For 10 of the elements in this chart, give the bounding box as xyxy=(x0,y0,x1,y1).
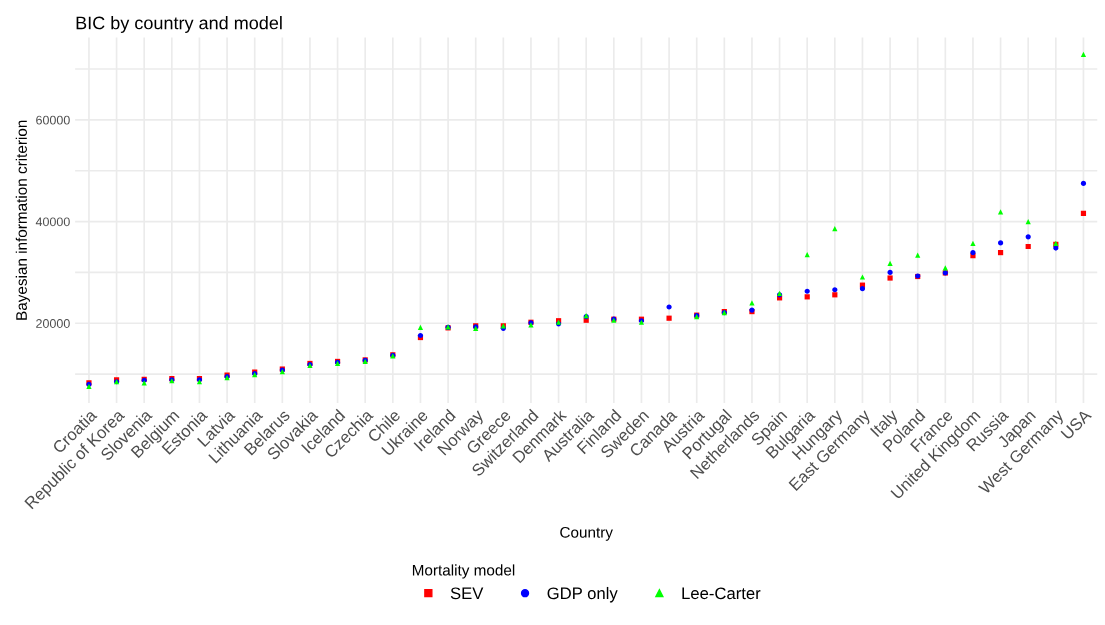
x-axis-title: Country xyxy=(560,526,613,541)
y-tick-label: 60000 xyxy=(36,115,70,125)
chart-title: BIC by country and model xyxy=(76,16,282,33)
legend-label: SEV xyxy=(450,587,484,600)
y-tick-label: 40000 xyxy=(35,217,70,227)
legend-label: GDP only xyxy=(547,586,618,603)
legend-title: Mortality model xyxy=(412,564,515,579)
y-axis-title: Bayesian information criterion xyxy=(15,120,30,320)
y-tick-label: 20000 xyxy=(36,319,70,328)
legend-label: Lee-Carter xyxy=(682,587,761,600)
